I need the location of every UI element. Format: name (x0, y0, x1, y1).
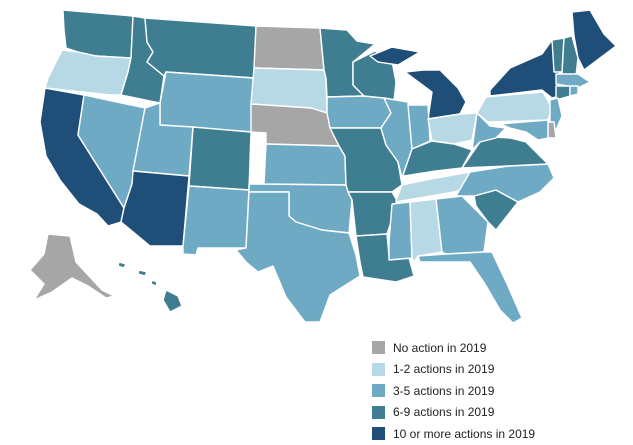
state-nd (253, 25, 325, 71)
legend-swatch-6-9-actions (372, 405, 385, 419)
state-ma (555, 73, 591, 89)
state-de (547, 121, 557, 139)
state-tx (235, 191, 361, 323)
map-legend: No action in 2019 1-2 actions in 2019 3-… (372, 337, 627, 445)
state-md (499, 119, 549, 141)
legend-swatch-10-plus-actions (372, 427, 385, 441)
state-oh (427, 112, 478, 145)
state-nh (561, 35, 579, 77)
legend-label-no-action: No action in 2019 (393, 340, 487, 355)
state-ks (263, 143, 347, 186)
state-wy (159, 71, 255, 133)
state-co (188, 126, 252, 191)
state-ak (29, 233, 115, 301)
legend-label-3-5-actions: 3-5 actions in 2019 (393, 383, 495, 398)
state-me (571, 9, 617, 71)
legend-swatch-1-2-actions (372, 362, 385, 376)
state-mt (144, 17, 257, 79)
state-az (120, 170, 190, 247)
legend-item-3-5-actions: 3-5 actions in 2019 (372, 380, 627, 402)
legend-label-6-9-actions: 6-9 actions in 2019 (393, 405, 495, 420)
legend-item-no-action: No action in 2019 (372, 337, 627, 359)
legend-label-1-2-actions: 1-2 actions in 2019 (393, 362, 495, 377)
legend-item-1-2-actions: 1-2 actions in 2019 (372, 359, 627, 381)
legend-item-10-plus-actions: 10 or more actions in 2019 (372, 423, 627, 445)
state-or (44, 49, 132, 96)
legend-item-6-9-actions: 6-9 actions in 2019 (372, 402, 627, 424)
state-nm (182, 185, 250, 256)
legend-swatch-no-action (372, 341, 385, 355)
state-la (355, 233, 415, 283)
state-ia (326, 95, 392, 129)
state-tn (395, 167, 489, 203)
state-ri (569, 85, 579, 97)
state-fl (417, 251, 523, 324)
legend-swatch-3-5-actions (372, 384, 385, 398)
state-in (407, 104, 431, 150)
state-mi (369, 46, 467, 120)
legend-label-10-plus-actions: 10 or more actions in 2019 (393, 426, 536, 441)
state-ms (388, 201, 413, 261)
state-hi (117, 261, 183, 313)
state-pa (476, 91, 553, 123)
